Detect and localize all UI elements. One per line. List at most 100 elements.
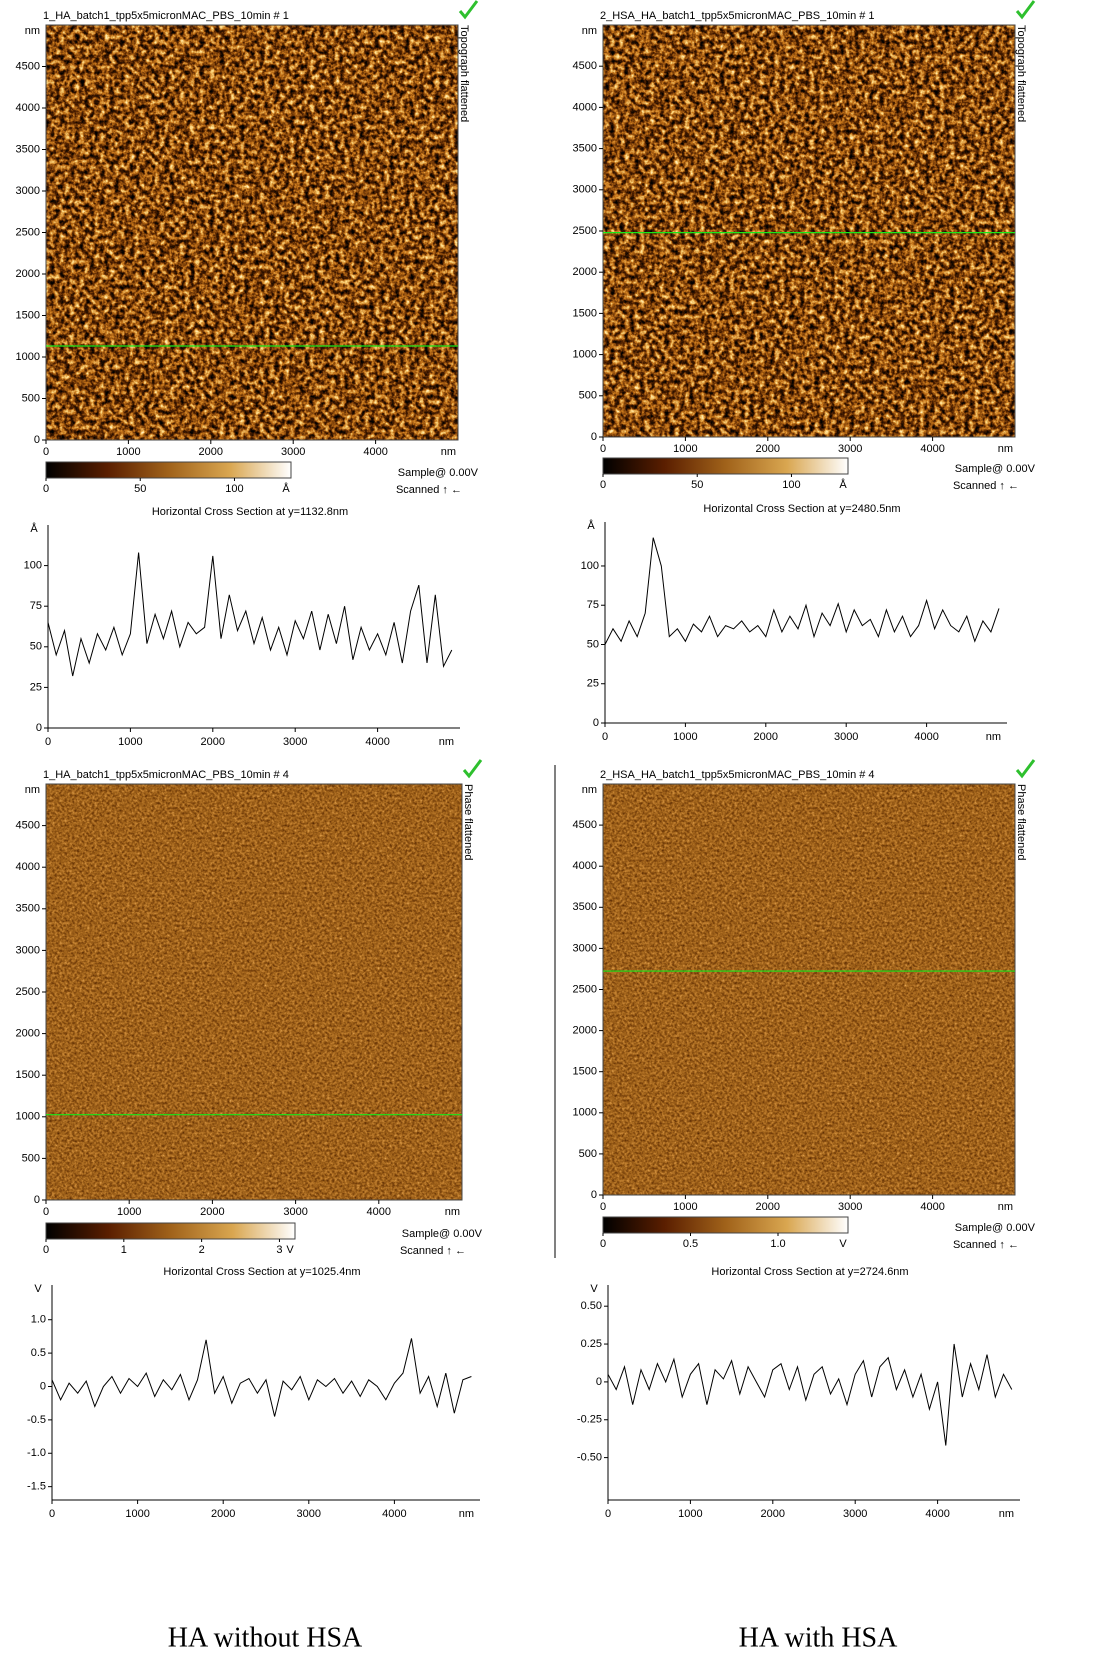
y-tick-label: 0 [593,717,599,729]
x-tick-label: 0 [600,1201,606,1213]
y-tick-label: 3500 [573,143,597,155]
x-tick-label: 2000 [756,1201,780,1213]
colorbar-tick-label: 0 [43,1244,49,1256]
colorbar-tick-label: 50 [134,483,146,495]
y-tick-label: 100 [24,560,42,572]
y-unit: Å [587,519,595,532]
side-label: Phase flattened [462,784,474,860]
x-unit: nm [439,736,454,748]
y-tick-label: 1500 [573,1066,597,1078]
y-tick-label: 2000 [573,266,597,278]
y-tick-label: 3000 [16,944,40,956]
x-tick-label: 0 [49,1508,55,1520]
y-tick-label: 3500 [16,143,40,155]
bias-label: Sample@ 0.00V [402,1228,483,1240]
y-tick-label: 25 [30,681,42,693]
y-tick-label: 0 [40,1380,46,1392]
x-tick-label: 1000 [673,1201,697,1213]
y-tick-label: 1000 [573,1107,597,1119]
x-tick-label: 2000 [201,736,225,748]
y-unit: nm [582,784,597,796]
scan-label: Scanned ↑ ← [953,1239,1019,1251]
colorbar [602,457,849,475]
x-tick-label: 4000 [363,446,387,458]
y-tick-label: 1.0 [31,1314,46,1326]
x-tick-label: 0 [602,731,608,743]
y-tick-label: 0 [34,434,40,446]
scan-label: Scanned ↑ ← [396,484,462,496]
afm-image [46,25,458,440]
bias-label: Sample@ 0.00V [398,467,479,479]
x-tick-label: 2000 [754,731,778,743]
section-title: Horizontal Cross Section at y=1132.8nm [152,506,348,518]
y-tick-label: 0.25 [581,1338,602,1350]
image-title: 1_HA_batch1_tpp5x5micronMAC_PBS_10min # … [43,769,289,781]
y-tick-label: -0.50 [577,1452,602,1464]
x-tick-label: 1000 [118,736,142,748]
side-label: Topograph flattened [458,25,470,122]
x-tick-label: 2000 [756,443,780,455]
image-title: 1_HA_batch1_tpp5x5micronMAC_PBS_10min # … [43,10,289,22]
y-tick-label: 1000 [16,1111,40,1123]
x-tick-label: 1000 [673,731,697,743]
x-tick-label: 1000 [117,1206,141,1218]
colorbar-tick-label: 3 [276,1244,282,1256]
y-unit: V [34,1283,42,1295]
x-tick-label: 0 [45,736,51,748]
x-unit: nm [445,1206,460,1218]
x-unit: nm [998,443,1013,455]
y-tick-label: 1500 [16,309,40,321]
y-unit: nm [25,25,40,37]
colorbar-unit: Å [839,478,847,491]
x-tick-label: 3000 [838,443,862,455]
x-tick-label: 3000 [297,1508,321,1520]
y-tick-label: 0.50 [581,1300,602,1312]
y-tick-label: 3500 [16,903,40,915]
y-tick-label: 1500 [16,1069,40,1081]
colorbar-tick-label: 1 [121,1244,127,1256]
y-tick-label: 3000 [573,184,597,196]
colorbar [602,1216,849,1234]
colorbar-tick-label: 100 [782,479,800,491]
x-unit: nm [441,446,456,458]
caption: HA without HSA [168,1622,363,1653]
y-tick-label: 4000 [16,102,40,114]
x-tick-label: 1000 [678,1508,702,1520]
section-title: Horizontal Cross Section at y=1025.4nm [163,1266,360,1278]
side-label: Phase flattened [1015,784,1027,860]
y-tick-label: -1.5 [27,1481,46,1493]
y-tick-label: 0.5 [31,1347,46,1359]
y-tick-label: 50 [587,638,599,650]
x-tick-label: 4000 [365,736,389,748]
y-tick-label: 2500 [573,225,597,237]
afm-image [603,784,1015,1195]
y-tick-label: 4000 [573,860,597,872]
y-tick-label: 4500 [16,60,40,72]
section-title: Horizontal Cross Section at y=2724.6nm [711,1266,908,1278]
y-unit: V [590,1283,598,1295]
y-tick-label: 4500 [16,820,40,832]
image-title: 2_HSA_HA_batch1_tpp5x5micronMAC_PBS_10mi… [600,10,875,22]
y-tick-label: 3500 [573,901,597,913]
y-tick-label: 0 [591,1189,597,1201]
y-tick-label: 50 [30,641,42,653]
x-unit: nm [999,1508,1014,1520]
y-tick-label: 2000 [573,1025,597,1037]
profile-line [51,1338,472,1417]
x-tick-label: 1000 [116,446,140,458]
x-tick-label: 3000 [281,446,305,458]
afm-image [603,25,1015,437]
check-mark [458,0,479,20]
y-tick-label: 1000 [573,349,597,361]
x-tick-label: 2000 [761,1508,785,1520]
y-tick-label: 2500 [573,983,597,995]
section-title: Horizontal Cross Section at y=2480.5nm [703,503,900,515]
y-tick-label: 2500 [16,986,40,998]
y-tick-label: 75 [587,599,599,611]
profile-line [47,552,453,677]
x-tick-label: 3000 [283,1206,307,1218]
y-tick-label: 100 [581,560,599,572]
profile-line [604,537,1000,645]
colorbar-tick-label: 100 [225,483,243,495]
